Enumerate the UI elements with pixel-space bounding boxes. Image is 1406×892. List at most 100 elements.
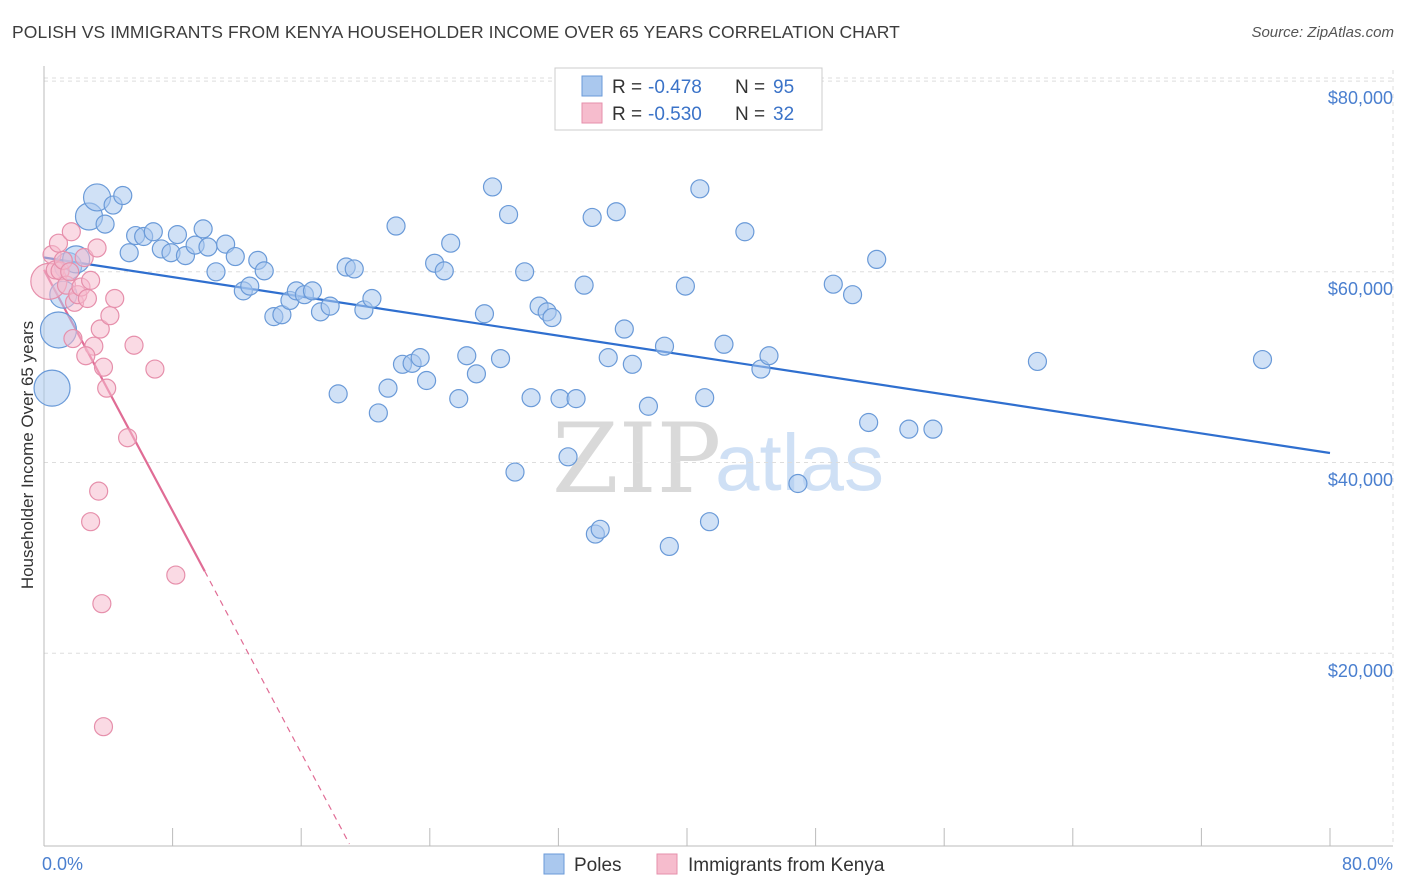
poles-point-57	[498, 204, 519, 225]
poles-point-35	[320, 296, 340, 316]
poles-point-38	[344, 259, 364, 279]
poles-point-65	[558, 447, 578, 467]
bottom-legend-swatch-kenya	[656, 853, 678, 875]
legend-poles-stats: R = -0.478 N = 95	[612, 77, 794, 98]
poles-point-89	[859, 412, 879, 433]
poles-point-66	[566, 389, 586, 409]
kenya-point-25	[92, 594, 112, 614]
poles-point-80	[695, 388, 715, 408]
poles-point-7	[95, 214, 115, 234]
poles-point-27	[254, 261, 274, 281]
watermark-zip: ZIP	[552, 403, 721, 515]
kenya-point-21	[105, 288, 125, 309]
poles-point-74	[622, 354, 642, 374]
poles-point-23	[225, 246, 245, 267]
poles-point-33	[302, 281, 323, 301]
poles-point-50	[441, 233, 461, 253]
poles-point-87	[823, 274, 843, 294]
poles-point-71	[598, 348, 618, 368]
source-label: Source: ZipAtlas.com	[1251, 24, 1394, 41]
poles-point-85	[759, 346, 779, 366]
poles-point-55	[482, 177, 503, 197]
bottom-legend-swatch-poles	[543, 853, 565, 875]
kenya-point-26	[93, 717, 114, 737]
kenya-point-16	[87, 238, 107, 258]
poles-point-90	[867, 249, 887, 270]
legend-poles-n-value: 95	[773, 77, 794, 98]
poles-point-47	[416, 370, 437, 391]
data-points	[30, 177, 1273, 737]
poles-point-43	[386, 216, 406, 236]
poles-point-79	[690, 179, 710, 199]
poles-point-68	[582, 207, 602, 228]
kenya-point-8	[61, 222, 81, 242]
legend-poles-n-label: N =	[735, 77, 770, 98]
kenya-point-28	[124, 335, 144, 355]
poles-point-91	[899, 419, 919, 439]
kenya-point-30	[166, 565, 186, 585]
y-tick-20000: $20,000	[1328, 661, 1393, 681]
kenya-point-24	[81, 512, 101, 532]
kenya-point-27	[117, 428, 138, 448]
poles-point-49	[434, 261, 454, 281]
poles-point-60	[521, 388, 541, 408]
poles-point-73	[614, 319, 634, 339]
kenya-point-22	[76, 346, 96, 366]
poles-point-13	[143, 222, 163, 242]
kenya-trend-extension	[204, 570, 350, 845]
kenya-point-18	[93, 357, 114, 377]
poles-point-52	[457, 346, 477, 366]
x-tick-max: 80.0%	[1342, 854, 1393, 874]
poles-point-92	[923, 419, 943, 439]
poles-point-94	[1252, 349, 1273, 370]
poles-point-58	[505, 462, 525, 482]
bottom-legend-kenya: Immigrants from Kenya	[688, 855, 885, 876]
poles-point-76	[654, 336, 675, 356]
y-axis-title: Householder Income Over 65 years	[18, 321, 37, 589]
kenya-point-20	[100, 306, 120, 326]
poles-point-40	[362, 288, 382, 309]
kenya-point-29	[145, 359, 165, 379]
poles-point-41	[368, 403, 388, 423]
axes	[43, 66, 1393, 847]
kenya-point-13	[77, 288, 98, 309]
legend-poles-r-value: -0.478	[648, 77, 702, 98]
kenya-point-7	[60, 262, 80, 282]
poles-point-78	[675, 276, 695, 296]
x-tick-min: 0.0%	[42, 854, 83, 874]
poles-point-46	[410, 348, 430, 368]
legend-poles-r-label: R =	[612, 77, 647, 98]
poles-point-83	[735, 222, 755, 242]
poles-point-67	[574, 275, 594, 295]
poles-point-64	[550, 389, 570, 409]
bottom-legend: Poles Immigrants from Kenya	[543, 853, 885, 876]
legend-kenya-r-label: R =	[612, 104, 647, 125]
legend-kenya-n-label: N =	[735, 104, 770, 125]
poles-point-9	[113, 185, 133, 206]
legend-kenya-r-value: -0.530	[648, 104, 702, 125]
poles-point-16	[167, 225, 188, 245]
poles-point-20	[198, 237, 218, 257]
poles-point-0	[33, 369, 71, 407]
poles-point-25	[240, 276, 260, 296]
poles-point-19	[193, 219, 213, 239]
legend-kenya-stats: R = -0.530 N = 32	[612, 104, 794, 125]
legend: R = -0.478 N = 95 R = -0.530 N = 32	[554, 67, 823, 131]
poles-point-54	[474, 304, 495, 324]
kenya-point-12	[74, 247, 94, 268]
legend-swatch-poles	[581, 75, 603, 97]
poles-point-88	[842, 285, 863, 305]
y-tick-80000: $80,000	[1328, 88, 1393, 108]
poles-point-56	[490, 348, 511, 369]
poles-point-42	[378, 378, 398, 398]
poles-point-93	[1027, 351, 1048, 372]
poles-point-63	[542, 307, 562, 328]
poles-point-70	[590, 519, 610, 539]
kenya-point-14	[81, 270, 101, 290]
y-tick-40000: $40,000	[1328, 470, 1393, 490]
poles-point-59	[515, 262, 535, 282]
poles-point-86	[788, 473, 808, 494]
poles-point-77	[659, 536, 679, 557]
y-tick-60000: $60,000	[1328, 279, 1393, 299]
